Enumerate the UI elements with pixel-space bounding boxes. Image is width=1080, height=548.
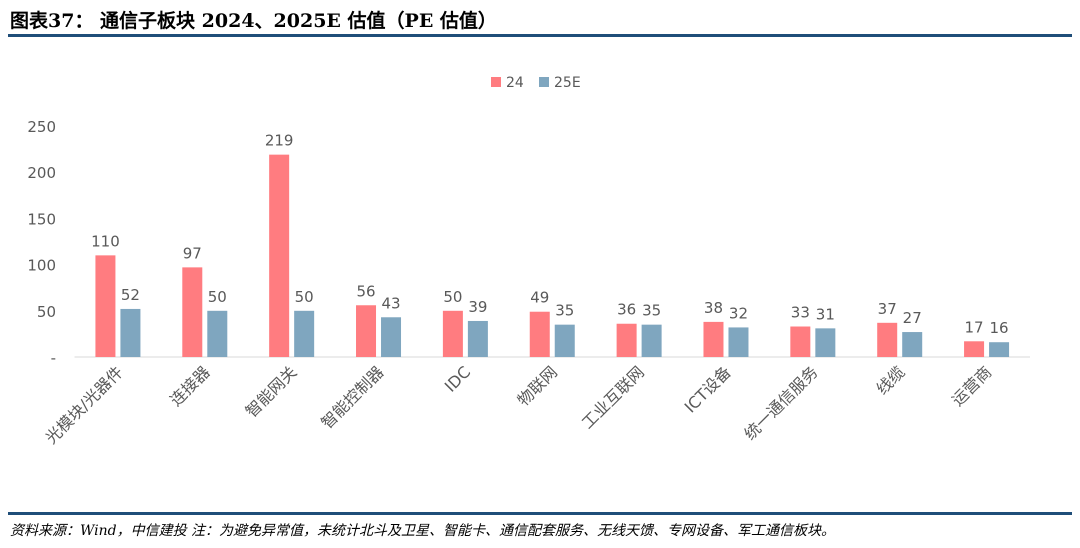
x-tick-label: 智能控制器 bbox=[317, 362, 387, 432]
data-label: 52 bbox=[121, 286, 140, 304]
bar-25E bbox=[120, 308, 141, 357]
data-label: 17 bbox=[965, 318, 984, 336]
data-label: 39 bbox=[468, 298, 487, 316]
data-label: 35 bbox=[642, 302, 661, 320]
bar-25E bbox=[381, 317, 402, 357]
y-tick-label: 100 bbox=[27, 257, 56, 275]
x-tick-label: ICT设备 bbox=[681, 362, 735, 416]
data-label: 38 bbox=[704, 299, 723, 317]
data-label: 50 bbox=[295, 288, 314, 306]
bar-24 bbox=[442, 310, 463, 357]
x-tick-label: 物联网 bbox=[514, 362, 561, 409]
bar-24 bbox=[616, 323, 637, 357]
bar-24 bbox=[529, 311, 550, 357]
x-tick-label: 线缆 bbox=[872, 362, 908, 398]
bar-25E bbox=[902, 332, 923, 357]
source-note: 资料来源：Wind，中信建投 注：为避免异常值，未统计北斗及卫星、智能卡、通信配… bbox=[10, 523, 836, 539]
bar-25E bbox=[641, 324, 662, 357]
bar-24 bbox=[703, 321, 724, 357]
bar-24 bbox=[95, 255, 116, 357]
bar-25E bbox=[294, 310, 315, 357]
data-label: 110 bbox=[91, 232, 120, 250]
data-label: 32 bbox=[729, 304, 748, 322]
figure-title: 图表37： 通信子板块 2024、2025E 估值（PE 估值） bbox=[10, 10, 497, 32]
data-label: 50 bbox=[443, 288, 462, 306]
x-tick-label: 工业互联网 bbox=[578, 362, 648, 432]
data-label: 37 bbox=[878, 300, 897, 318]
legend-label: 24 bbox=[506, 75, 524, 91]
bar-25E bbox=[728, 327, 749, 357]
bar-24 bbox=[182, 267, 203, 357]
data-label: 27 bbox=[903, 309, 922, 327]
bottom-divider bbox=[8, 512, 1072, 515]
data-label: 16 bbox=[990, 319, 1009, 337]
legend-label: 25E bbox=[554, 75, 581, 91]
bar-24 bbox=[269, 154, 290, 357]
bar-24 bbox=[356, 305, 377, 357]
y-tick-label: 250 bbox=[27, 118, 56, 136]
data-label: 36 bbox=[617, 301, 636, 319]
y-tick-label: 50 bbox=[37, 303, 56, 321]
x-tick-label: 运营商 bbox=[948, 362, 995, 409]
bar-25E bbox=[989, 342, 1010, 357]
bar-24 bbox=[790, 326, 811, 357]
x-tick-label: 智能网关 bbox=[242, 362, 301, 421]
data-label: 33 bbox=[791, 304, 810, 322]
legend-swatch bbox=[539, 77, 549, 87]
data-label: 50 bbox=[208, 288, 227, 306]
x-tick-label: 统一通信服务 bbox=[740, 362, 821, 443]
legend-swatch bbox=[491, 77, 501, 87]
data-label: 97 bbox=[183, 244, 202, 262]
x-tick-label: IDC bbox=[441, 362, 474, 395]
data-label: 219 bbox=[265, 132, 294, 150]
x-tick-label: 光模块/光器件 bbox=[42, 362, 127, 447]
y-tick-label: 150 bbox=[27, 210, 56, 228]
bar-25E bbox=[207, 310, 228, 357]
y-tick-label: 200 bbox=[27, 164, 56, 182]
data-label: 56 bbox=[356, 282, 375, 300]
bar-25E bbox=[554, 324, 575, 357]
bar-25E bbox=[815, 328, 836, 357]
data-label: 31 bbox=[816, 305, 835, 323]
top-divider bbox=[8, 34, 1072, 37]
bar-24 bbox=[877, 322, 898, 357]
y-tick-label: - bbox=[51, 349, 56, 367]
data-label: 49 bbox=[530, 289, 549, 307]
x-tick-label: 连接器 bbox=[166, 362, 213, 409]
data-label: 43 bbox=[381, 294, 400, 312]
bar-25E bbox=[467, 320, 488, 357]
data-label: 35 bbox=[555, 302, 574, 320]
bar-24 bbox=[964, 341, 985, 357]
